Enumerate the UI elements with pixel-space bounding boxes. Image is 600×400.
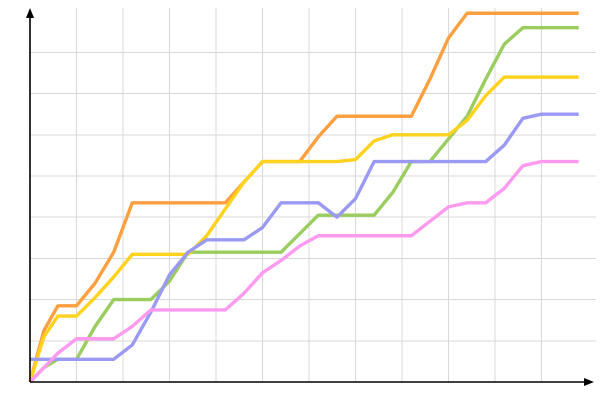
series-yellow bbox=[28, 75, 579, 383]
series-orange bbox=[28, 11, 579, 383]
series-group bbox=[28, 11, 579, 384]
series-green bbox=[28, 25, 579, 384]
axes bbox=[26, 8, 594, 386]
horizontal-gridlines bbox=[30, 51, 596, 342]
x-axis-arrowhead bbox=[584, 378, 594, 386]
series-pink bbox=[28, 159, 579, 384]
vertical-gridlines bbox=[76, 8, 542, 382]
series-purple bbox=[30, 112, 579, 362]
y-axis-arrowhead bbox=[26, 8, 34, 18]
